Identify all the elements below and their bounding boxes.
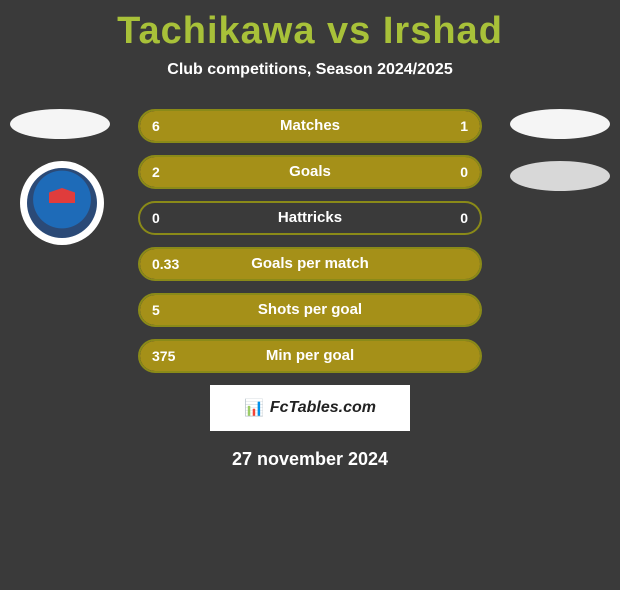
brand-box[interactable]: 📊 FcTables.com (210, 385, 410, 431)
stat-bars-container: 61Matches 20Goals 00Hattricks 0.33Goals per… (138, 109, 482, 373)
club-shield-icon (49, 188, 75, 218)
stat-label: Goals per match (140, 249, 480, 279)
comparison-content: 61Matches 20Goals 00Hattricks 0.33Goals per… (0, 109, 620, 470)
club-badge (20, 161, 104, 245)
club-badge-inner (27, 168, 97, 238)
stat-label: Shots per goal (140, 295, 480, 325)
stat-row: 5Shots per goal (138, 293, 482, 327)
page-subtitle: Club competitions, Season 2024/2025 (0, 61, 620, 79)
page-title: Tachikawa vs Irshad (0, 10, 620, 53)
stat-row: 61Matches (138, 109, 482, 143)
stat-row: 00Hattricks (138, 201, 482, 235)
chart-icon: 📊 (244, 398, 264, 418)
player-right-ellipse-1 (510, 109, 610, 139)
brand-text: FcTables.com (270, 399, 376, 417)
date-text: 27 november 2024 (0, 449, 620, 470)
stat-label: Matches (140, 111, 480, 141)
player-right-ellipse-2 (510, 161, 610, 191)
stat-row: 20Goals (138, 155, 482, 189)
stat-label: Goals (140, 157, 480, 187)
stat-label: Min per goal (140, 341, 480, 371)
stat-row: 375Min per goal (138, 339, 482, 373)
player-left-ellipse (10, 109, 110, 139)
stat-row: 0.33Goals per match (138, 247, 482, 281)
stat-label: Hattricks (140, 203, 480, 233)
